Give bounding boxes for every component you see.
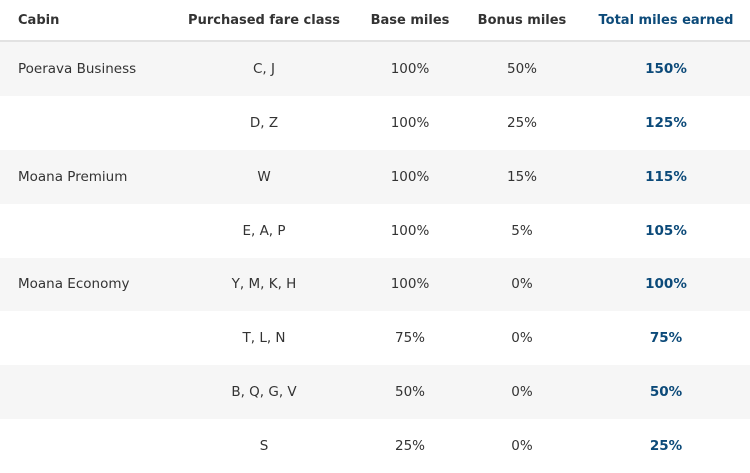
base-cell: 100%: [390, 276, 430, 293]
base-cell: 75%: [394, 330, 425, 347]
table-row: D, Z 100% 25% 125%: [0, 96, 750, 150]
total-cell: 115%: [645, 168, 687, 185]
bonus-cell: 0%: [511, 384, 533, 401]
header-cell: Purchased fare class: [188, 12, 340, 28]
bonus-cell: 0%: [511, 276, 533, 293]
cabin-cell: Moana Economy: [18, 276, 130, 293]
table-row: Poerava Business C, J 100% 50% 150%: [0, 42, 750, 96]
total-cell: 100%: [645, 276, 687, 293]
table-row: B, Q, G, V 50% 0% 50%: [0, 365, 750, 420]
header-cell: Cabin: [18, 12, 60, 28]
bonus-cell: 15%: [506, 168, 537, 185]
total-cell: 125%: [645, 114, 687, 131]
table-row: Moana Premium W 100% 15% 115%: [0, 149, 750, 204]
total-cell: 150%: [645, 60, 687, 77]
base-cell: 100%: [390, 114, 430, 131]
header-row: Cabin Purchased fare class Base miles Bo…: [0, 0, 750, 42]
total-cell: 25%: [649, 438, 683, 455]
fare-class-cell: D, Z: [249, 114, 279, 131]
cabin-cell: Poerava Business: [18, 60, 137, 77]
bonus-cell: 5%: [511, 222, 533, 239]
base-cell: 100%: [390, 222, 430, 239]
total-cell: 75%: [649, 330, 683, 347]
fare-class-cell: T, L, N: [242, 330, 286, 347]
fare-class-cell: W: [257, 168, 271, 185]
fare-class-cell: Y, M, K, H: [231, 276, 297, 293]
header-cell: Total miles earned: [598, 12, 734, 28]
bonus-cell: 0%: [511, 330, 533, 347]
fare-class-cell: C, J: [253, 60, 275, 77]
header-cell: Bonus miles: [477, 12, 567, 28]
base-cell: 25%: [394, 438, 425, 455]
table-row: S 25% 0% 25%: [0, 419, 750, 473]
total-cell: 50%: [649, 384, 683, 401]
base-cell: 100%: [390, 60, 430, 77]
total-cell: 105%: [645, 222, 687, 239]
table-row: T, L, N 75% 0% 75%: [0, 311, 750, 365]
bonus-cell: 0%: [511, 438, 533, 455]
base-cell: 50%: [394, 384, 425, 401]
base-cell: 100%: [390, 168, 430, 185]
bonus-cell: 50%: [506, 60, 537, 77]
header-cell: Base miles: [370, 12, 450, 28]
fare-class-cell: B, Q, G, V: [231, 384, 297, 401]
fare-class-cell: S: [259, 438, 269, 455]
bonus-cell: 25%: [506, 114, 537, 131]
table-row: Moana Economy Y, M, K, H 100% 0% 100%: [0, 257, 750, 312]
table-row: E, A, P 100% 5% 105%: [0, 204, 750, 258]
cabin-cell: Moana Premium: [18, 168, 128, 185]
fare-class-cell: E, A, P: [242, 222, 286, 239]
